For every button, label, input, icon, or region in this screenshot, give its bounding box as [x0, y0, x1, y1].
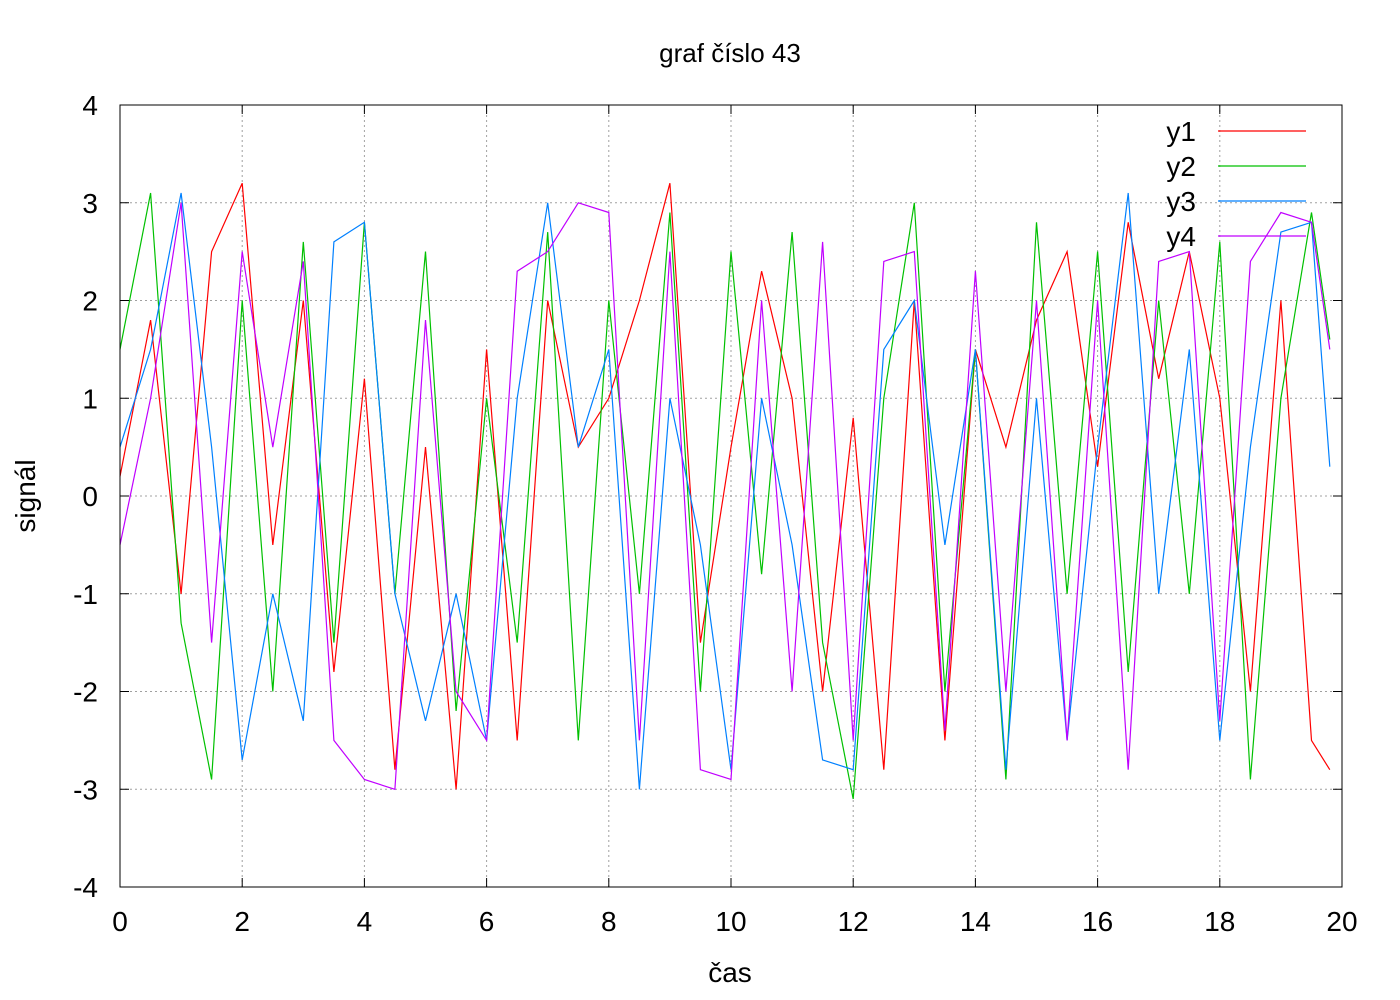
chart-title-text: graf číslo 43: [659, 38, 801, 68]
legend-item-y4: y4: [1166, 221, 1306, 252]
y-tick-label: 1: [82, 383, 98, 414]
x-tick-label: 12: [838, 906, 869, 937]
y-axis-ticks: -4 -3 -2 -1 0 1 2 3 4: [73, 90, 1342, 903]
x-tick-label: 2: [234, 906, 250, 937]
x-tick-label: 0: [112, 906, 128, 937]
series-line-y4: [119, 202, 1331, 791]
series-line-y3: [119, 192, 1331, 790]
y-tick-label: -4: [73, 872, 98, 903]
x-tick-label: 14: [960, 906, 991, 937]
x-tick-label: 4: [357, 906, 373, 937]
series-lines: [119, 182, 1331, 800]
grid: [120, 105, 1342, 887]
y-tick-label: -1: [73, 579, 98, 610]
x-tick-label: 8: [601, 906, 617, 937]
x-axis-label: čas: [708, 957, 752, 988]
series-line-y2: [119, 192, 1331, 800]
y-tick-label: 4: [82, 90, 98, 121]
legend-label: y3: [1166, 186, 1196, 217]
x-tick-label: 16: [1082, 906, 1113, 937]
x-tick-label: 20: [1326, 906, 1357, 937]
y-axis-label: signál: [10, 459, 41, 532]
series-line-y1: [119, 182, 1331, 790]
legend-label: y4: [1166, 221, 1196, 252]
legend: y1 y2 y3 y4: [1166, 116, 1306, 252]
legend-item-y3: y3: [1166, 186, 1306, 217]
legend-label: y1: [1166, 116, 1196, 147]
legend-item-y1: y1: [1166, 116, 1306, 147]
chart-title: graf číslo 43: [659, 38, 801, 68]
y-tick-label: 3: [82, 188, 98, 219]
legend-label: y2: [1166, 151, 1196, 182]
y-tick-label: 2: [82, 286, 98, 317]
legend-item-y2: y2: [1166, 151, 1306, 182]
y-tick-label: -2: [73, 677, 98, 708]
x-tick-label: 18: [1204, 906, 1235, 937]
x-tick-label: 10: [715, 906, 746, 937]
y-tick-label: 0: [82, 481, 98, 512]
x-axis-ticks: 0 2 4 6 8 10 12 14 16 18 20: [112, 105, 1358, 937]
y-tick-label: -3: [73, 774, 98, 805]
x-tick-label: 6: [479, 906, 495, 937]
